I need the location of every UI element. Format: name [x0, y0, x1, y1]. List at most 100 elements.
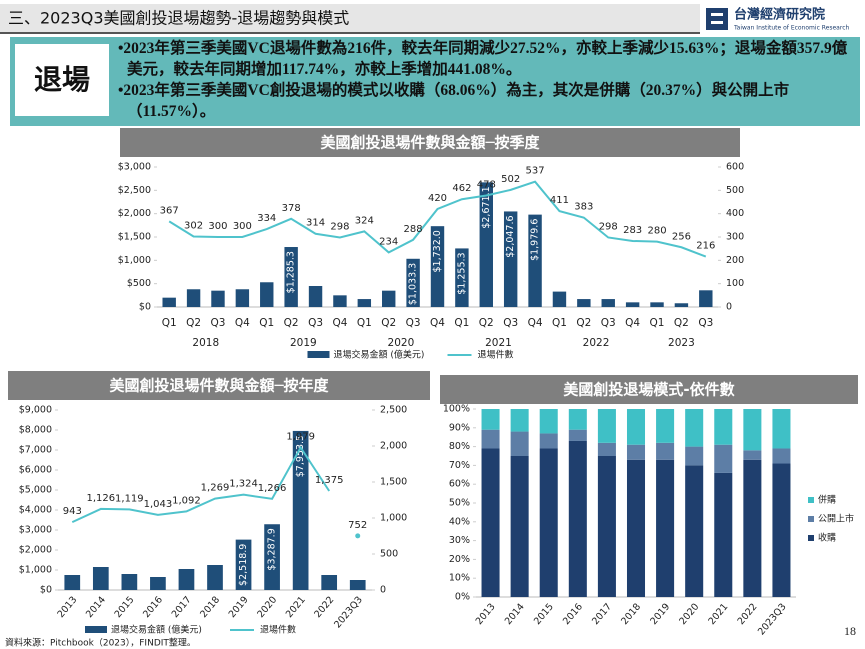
- logo-icon-stripe: [711, 21, 723, 24]
- y-tick-label: $1,500: [118, 232, 151, 243]
- x-group-label: 2023: [668, 337, 695, 349]
- x-tick-label: 2016: [141, 594, 165, 620]
- bar: [552, 291, 567, 307]
- y-tick-label: 20%: [449, 554, 470, 565]
- bar: [321, 575, 338, 590]
- x-group-label: 2020: [388, 337, 415, 349]
- bar-value-label: $1,732.0: [432, 230, 443, 272]
- line-value-label: 216: [696, 241, 715, 252]
- bar-value-label: $2,047.6: [505, 215, 516, 257]
- y-tick-label: $1,000: [19, 565, 52, 576]
- y-tick-label: 1,500: [380, 477, 407, 488]
- line-value-label: 288: [404, 224, 423, 235]
- legend-label: 收購: [818, 532, 836, 544]
- chart-title: 美國創投退場件數與金額─按年度: [109, 377, 329, 395]
- legend-swatch: [808, 535, 814, 541]
- chart-title-bar: [440, 375, 858, 404]
- stacked-bar-segment: [510, 456, 529, 597]
- line: [71, 445, 331, 524]
- logo-icon-stripe: [711, 13, 723, 16]
- y-tick-label: $2,000: [19, 545, 52, 556]
- stacked-bar-segment: [656, 442, 675, 460]
- x-tick-label: 2015: [113, 594, 137, 620]
- line-value-label: 1,092: [172, 495, 201, 506]
- bar: [260, 282, 274, 307]
- x-group-label: 2019: [290, 337, 317, 349]
- y-tick-label: $6,000: [19, 465, 52, 476]
- y-tick-label: 0: [726, 302, 732, 313]
- bar-value-label: $1,285.3: [286, 251, 297, 293]
- bar: [503, 211, 518, 307]
- stacked-bar-segment: [685, 446, 704, 466]
- bar: [211, 290, 225, 307]
- stacked-bar-segment: [539, 448, 558, 597]
- x-tick-label: 2014: [84, 594, 108, 620]
- legend-label: 退場交易金額 (億美元): [111, 624, 202, 636]
- x-tick-label: Q3: [211, 317, 226, 329]
- y-tick-label: 0%: [455, 592, 470, 603]
- stacked-bar-segment: [481, 409, 500, 430]
- x-tick-label: 2014: [503, 601, 527, 627]
- y-tick-label: 30%: [449, 535, 470, 546]
- source-note: 資料來源：Pitchbook（2023），FINDIT整理。: [5, 637, 196, 649]
- x-tick-label: 2021: [707, 601, 731, 627]
- bar: [601, 299, 615, 307]
- chart-title-bar: [8, 371, 430, 400]
- summary-box: [10, 37, 860, 126]
- y-tick-label: 60%: [449, 479, 470, 490]
- x-tick-label: 2023Q3: [756, 601, 789, 637]
- x-tick-label: 2019: [227, 594, 251, 620]
- y-tick-label: 400: [726, 208, 744, 219]
- stacked-bar-segment: [510, 409, 529, 432]
- x-tick-label: Q2: [479, 317, 494, 329]
- y-tick-label: 500: [380, 549, 398, 560]
- legend-label: 退場件數: [260, 624, 296, 636]
- x-tick-label: Q2: [381, 317, 396, 329]
- bar: [292, 430, 309, 590]
- y-tick-label: $500: [127, 278, 151, 289]
- x-tick-label: Q3: [503, 317, 518, 329]
- x-tick-label: Q1: [259, 317, 274, 329]
- y-tick-label: 300: [726, 232, 744, 243]
- bar-value-label: $1,255.3: [456, 252, 467, 294]
- stacked-bar-segment: [656, 459, 675, 597]
- y-tick-label: $0: [40, 585, 52, 596]
- y-tick-label: 0: [380, 585, 386, 596]
- bar: [284, 247, 298, 307]
- line-value-label: 334: [257, 213, 276, 224]
- bar: [207, 565, 223, 590]
- stacked-bar-segment: [714, 472, 733, 597]
- line-value-label: 752: [348, 520, 367, 531]
- bar: [430, 226, 445, 307]
- title-rule: [0, 32, 700, 34]
- logo-icon: [706, 8, 728, 30]
- line-value-label: 378: [282, 203, 301, 214]
- bar-value-label: $7,953.5: [295, 435, 306, 477]
- stacked-bar-segment: [626, 459, 646, 597]
- y-tick-label: $2,500: [118, 185, 151, 196]
- line-value-label: 1,269: [201, 483, 230, 494]
- stacked-bar-segment: [481, 429, 500, 449]
- x-tick-label: Q1: [162, 317, 177, 329]
- stacked-bar-segment: [656, 409, 675, 443]
- x-tick-label: Q4: [332, 317, 347, 329]
- x-tick-label: 2022: [312, 594, 336, 620]
- bar: [577, 299, 591, 307]
- y-tick-label: 10%: [449, 573, 470, 584]
- x-tick-label: Q3: [601, 317, 616, 329]
- bar: [121, 574, 138, 590]
- line-value-label: 298: [599, 221, 618, 232]
- y-tick-label: 80%: [449, 441, 470, 452]
- line-value-label: 383: [574, 202, 593, 213]
- line-value-label: 324: [355, 215, 374, 226]
- bar: [479, 182, 493, 307]
- y-tick-label: 2,000: [380, 441, 407, 452]
- legend-label: 併購: [818, 494, 836, 506]
- bar: [349, 580, 366, 590]
- line-value-label: 420: [428, 193, 447, 204]
- y-tick-label: $0: [139, 302, 151, 313]
- line-value-label: 283: [623, 225, 642, 236]
- stacked-bar-segment: [539, 409, 558, 434]
- stacked-bar-segment: [685, 409, 704, 447]
- stacked-bar-segment: [626, 444, 646, 460]
